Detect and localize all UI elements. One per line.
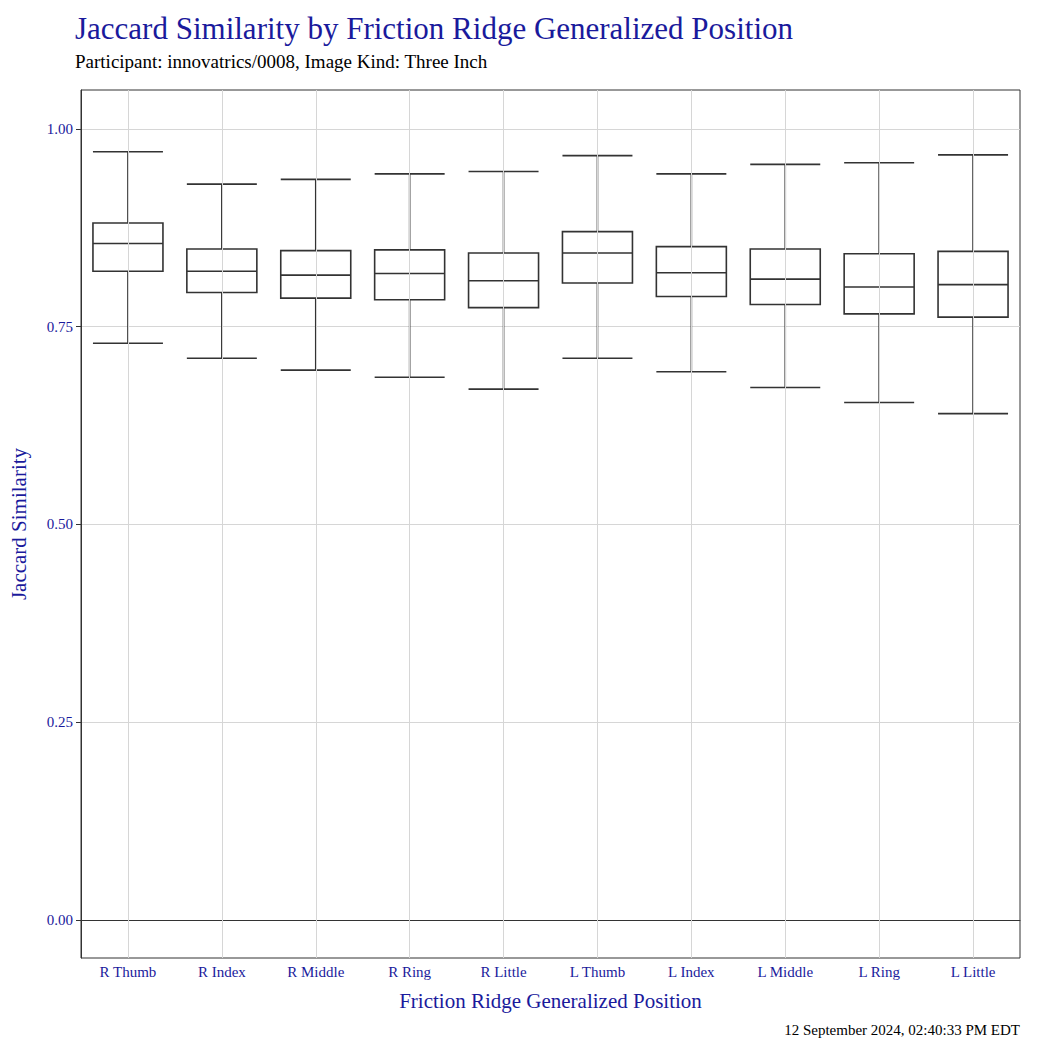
svg-text:1.00: 1.00	[47, 121, 73, 137]
svg-text:R Middle: R Middle	[287, 964, 344, 980]
svg-text:Jaccard Similarity by Friction: Jaccard Similarity by Friction Ridge Gen…	[75, 11, 794, 46]
svg-text:R Thumb: R Thumb	[100, 964, 157, 980]
svg-text:L Thumb: L Thumb	[570, 964, 625, 980]
svg-text:L Middle: L Middle	[757, 964, 813, 980]
svg-text:12 September 2024, 02:40:33 PM: 12 September 2024, 02:40:33 PM EDT	[784, 1022, 1020, 1038]
svg-text:R Little: R Little	[480, 964, 527, 980]
svg-text:R Index: R Index	[198, 964, 246, 980]
svg-text:0.00: 0.00	[47, 912, 73, 928]
svg-text:L Index: L Index	[668, 964, 715, 980]
svg-text:0.50: 0.50	[47, 516, 73, 532]
svg-text:Participant: innovatrics/0008,: Participant: innovatrics/0008, Image Kin…	[75, 51, 488, 72]
svg-text:R Ring: R Ring	[388, 964, 431, 980]
svg-text:L Little: L Little	[951, 964, 996, 980]
svg-text:0.25: 0.25	[47, 714, 73, 730]
svg-text:L Ring: L Ring	[858, 964, 900, 980]
svg-text:Jaccard Similarity: Jaccard Similarity	[7, 447, 31, 600]
svg-text:Friction Ridge Generalized Pos: Friction Ridge Generalized Position	[399, 989, 702, 1013]
svg-text:0.75: 0.75	[47, 319, 73, 335]
